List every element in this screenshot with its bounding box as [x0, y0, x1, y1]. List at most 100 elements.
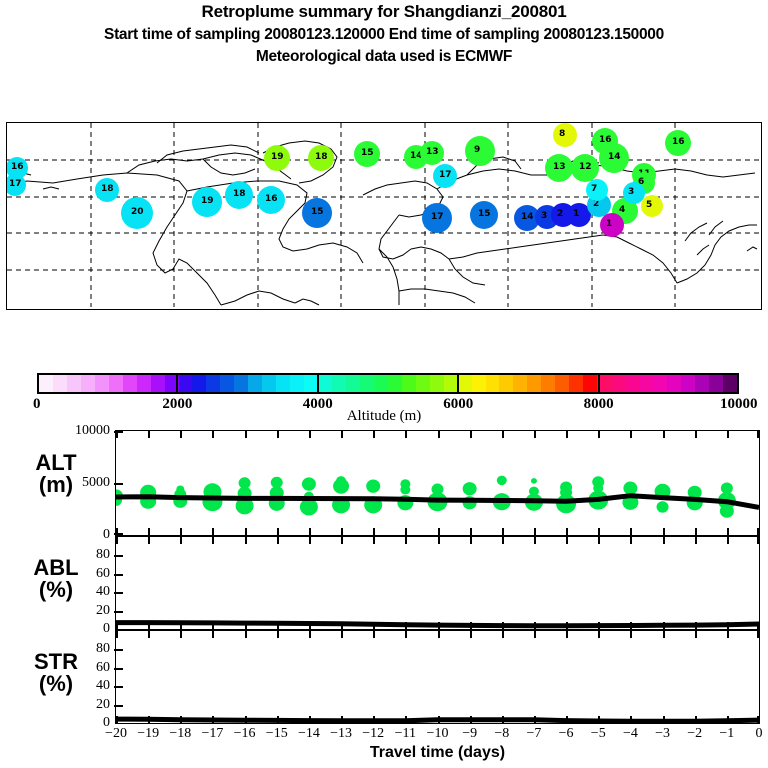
x-axis-tick	[308, 537, 311, 544]
x-axis-tick	[373, 431, 376, 438]
plume-point	[302, 198, 332, 228]
panel-label-str-line2: (%)	[38, 671, 74, 696]
colorbar-segment	[708, 375, 723, 392]
panel-label-alt-line1: ALT	[35, 450, 77, 475]
colorbar-segment	[429, 375, 444, 392]
x-axis-tick-label: −7	[526, 726, 542, 741]
plume-point	[225, 181, 253, 209]
colorbar-segment	[234, 375, 249, 392]
colorbar-segment	[52, 375, 67, 392]
plume-point	[571, 154, 599, 182]
colorbar-segment	[680, 375, 695, 392]
x-axis-tick	[501, 537, 504, 544]
panel-label-alt-line2: (m)	[38, 472, 74, 497]
x-axis-tick	[501, 528, 504, 535]
plume-day-label: 15	[361, 148, 374, 158]
altitude-scatter-point	[202, 492, 223, 512]
colorbar-segment	[80, 375, 95, 392]
colorbar-segment	[625, 375, 639, 392]
x-axis-tick-label: 0	[755, 726, 763, 741]
plume-day-label: 14	[410, 151, 423, 161]
y-axis-tick	[114, 483, 123, 485]
altitude-scatter-point	[238, 477, 251, 489]
plume-point	[354, 141, 380, 167]
x-axis-tick	[757, 431, 759, 438]
colorbar-tick-label: 4000	[302, 396, 333, 412]
colorbar-segment	[638, 375, 653, 392]
plume-day-label: 7	[591, 184, 598, 194]
altitude-scatter-point	[496, 475, 507, 486]
plume-day-label: 16	[672, 137, 685, 147]
sampling-time-subtitle: Start time of sampling 20080123.120000 E…	[104, 26, 664, 43]
altitude-scatter-point	[366, 479, 381, 493]
page-title: Retroplume summary for Shangdianzi_20080…	[201, 2, 567, 21]
plume-day-label: 3	[628, 187, 635, 197]
altitude-scatter-point	[431, 483, 444, 495]
x-axis-tick-label: −4	[622, 726, 638, 741]
y-axis-tick-label: 40	[96, 678, 110, 694]
colorbar-segment	[569, 375, 584, 392]
x-axis-tick	[212, 528, 215, 535]
altitude-scatter-point	[719, 504, 734, 518]
panel-label-abl-line1: ABL	[33, 555, 79, 580]
x-axis-tick	[437, 631, 440, 638]
plume-point	[599, 143, 629, 173]
x-axis-title: Travel time (days)	[369, 744, 506, 761]
colorbar-segment	[318, 375, 333, 392]
y-axis-tick	[114, 667, 123, 670]
x-axis-tick	[437, 537, 440, 544]
x-axis-tick	[180, 431, 183, 438]
y-axis-tick	[114, 555, 123, 558]
x-axis-tick	[244, 431, 247, 438]
colorbar-segment	[290, 375, 305, 392]
plume-day-label: 12	[579, 162, 592, 172]
y-axis-tick-label: 5000	[82, 475, 110, 490]
altitude-scatter-point	[333, 478, 350, 494]
plume-day-label: 15	[478, 209, 491, 219]
plume-point	[470, 201, 498, 229]
x-axis-tick	[116, 537, 118, 544]
colorbar-segment	[150, 375, 165, 392]
x-axis-tick	[757, 631, 759, 638]
altitude-scatter-point	[593, 483, 604, 493]
x-axis-tick	[694, 528, 697, 535]
plume-point	[264, 145, 290, 171]
y-axis-tick-label: 60	[96, 659, 110, 675]
colorbar-segment	[513, 375, 528, 392]
x-axis-tick-label: −8	[494, 726, 510, 741]
colorbar-segment	[387, 375, 402, 392]
colorbar-segment	[694, 375, 709, 392]
x-axis-tick-label: −1	[719, 726, 735, 741]
altitude-scatter-point	[687, 485, 702, 500]
colorbar-divider	[176, 373, 179, 394]
colorbar-segment	[39, 375, 53, 392]
plume-point	[465, 136, 495, 166]
y-axis-tick	[114, 592, 123, 595]
y-axis-tick-label: 0	[103, 527, 110, 542]
x-axis-tick	[148, 622, 151, 629]
colorbar-segment	[122, 375, 137, 392]
x-axis-tick	[405, 537, 408, 544]
colorbar-segment	[248, 375, 263, 392]
colorbar-divider	[457, 373, 460, 394]
x-axis-tick	[180, 622, 183, 629]
world-map-retroplume: 2019181918151817169816161413121165141317…	[6, 122, 762, 310]
x-axis-tick	[662, 528, 665, 535]
colorbar-segment	[401, 375, 416, 392]
x-axis-tick	[501, 431, 504, 438]
colorbar-segment	[583, 375, 598, 392]
plume-point	[308, 145, 334, 171]
x-axis-tick	[148, 528, 151, 535]
x-axis-tick	[630, 631, 633, 638]
colorbar-segment	[527, 375, 542, 392]
x-axis-tick-label: −11	[394, 726, 417, 741]
x-axis-tick	[244, 537, 247, 544]
str-panel: 80 60 40 20 0	[96, 630, 760, 730]
plume-day-label: 2	[557, 209, 564, 219]
x-axis-tick	[469, 537, 472, 544]
colorbar-segment	[276, 375, 291, 392]
plume-point	[420, 141, 444, 165]
x-axis-tick	[116, 431, 118, 438]
x-axis-tick	[116, 528, 118, 535]
x-axis-tick	[662, 431, 665, 438]
